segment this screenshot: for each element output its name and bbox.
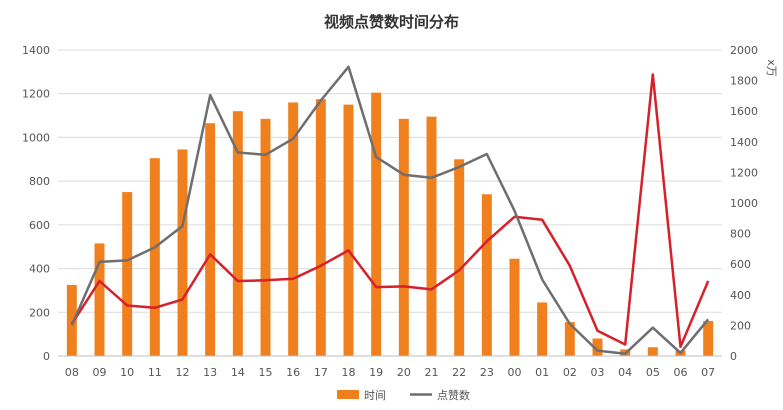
legend-swatch-bar (337, 390, 359, 399)
legend: 时间 点赞数 (337, 389, 470, 402)
chart-title: 视频点赞数时间分布 (324, 13, 459, 31)
y-right-tick-label: 0 (730, 350, 737, 363)
bar-series (66, 92, 714, 357)
x-tick-label: 20 (397, 366, 411, 379)
x-tick-label: 02 (563, 366, 577, 379)
x-axis: 08 09 10 11 12 13 14 15 16 17 18 19 20 21 22 23 00 01 02 03… (58, 355, 722, 379)
x-tick-label: 08 (65, 366, 79, 379)
y-left-tick-label: 200 (29, 306, 50, 319)
bar (232, 111, 243, 356)
bar (94, 243, 105, 356)
y-left-tick-label: 1200 (22, 88, 50, 101)
bar (122, 192, 133, 356)
x-tick-label: 15 (259, 366, 273, 379)
x-tick-label: 10 (120, 366, 134, 379)
line-series (70, 65, 710, 355)
bar (371, 92, 382, 356)
x-tick-label: 13 (203, 366, 217, 379)
bar (66, 284, 77, 356)
y-axis-left: 0 200 400 600 800 1000 1200 1400 (22, 44, 50, 363)
y-left-tick-label: 400 (29, 263, 50, 276)
series-line (70, 65, 710, 355)
y-left-tick-label: 0 (43, 350, 50, 363)
y-right-tick-label: 1000 (730, 197, 758, 210)
x-tick-label: 21 (425, 366, 439, 379)
y-right-tick-label: 1400 (730, 136, 758, 149)
right-axis-unit-label: x万 (765, 59, 778, 77)
x-tick-label: 06 (674, 366, 688, 379)
y-left-tick-label: 1400 (22, 44, 50, 57)
y-left-tick-label: 1000 (22, 131, 50, 144)
legend-label: 时间 (364, 389, 386, 402)
bar (647, 347, 658, 356)
x-tick-label: 04 (618, 366, 632, 379)
bar (288, 102, 299, 356)
y-axis-right: 0 200 400 600 800 1000 1200 1400 1600 1800 2000 (730, 44, 758, 363)
x-tick-label: 01 (535, 366, 549, 379)
bar (177, 149, 188, 356)
gridlines (58, 49, 722, 357)
legend-label: 点赞数 (437, 389, 470, 402)
bar (509, 258, 520, 356)
y-right-tick-label: 800 (730, 228, 751, 241)
y-right-tick-label: 600 (730, 258, 751, 271)
bar (703, 321, 714, 356)
bar (260, 118, 271, 356)
bar (343, 104, 354, 357)
bar (454, 159, 465, 356)
x-tick-label: 11 (148, 366, 162, 379)
x-tick-label: 23 (480, 366, 494, 379)
y-right-tick-label: 200 (730, 319, 751, 332)
bar (592, 338, 603, 356)
y-right-tick-label: 1800 (730, 75, 758, 88)
x-tick-label: 22 (452, 366, 466, 379)
x-tick-label: 09 (93, 366, 107, 379)
x-tick-label: 16 (286, 366, 300, 379)
x-tick-label: 17 (314, 366, 328, 379)
x-tick-label: 19 (369, 366, 383, 379)
series-line (70, 73, 710, 349)
bar (149, 158, 160, 356)
y-right-tick-label: 1200 (730, 166, 758, 179)
bar (426, 116, 437, 357)
bar (537, 302, 548, 356)
x-tick-label: 03 (591, 366, 605, 379)
bar (481, 194, 492, 356)
bar (315, 99, 326, 356)
y-right-tick-label: 1600 (730, 105, 758, 118)
x-tick-label: 07 (701, 366, 715, 379)
y-left-tick-label: 800 (29, 175, 50, 188)
bar (205, 123, 216, 356)
x-tick-label: 00 (508, 366, 522, 379)
y-right-tick-label: 400 (730, 289, 751, 302)
x-tick-label: 05 (646, 366, 660, 379)
x-tick-label: 12 (176, 366, 190, 379)
bar (398, 118, 409, 356)
y-right-tick-label: 2000 (730, 44, 758, 57)
x-tick-label: 14 (231, 366, 245, 379)
y-left-tick-label: 600 (29, 219, 50, 232)
bar (564, 322, 575, 356)
x-tick-label: 18 (342, 366, 356, 379)
